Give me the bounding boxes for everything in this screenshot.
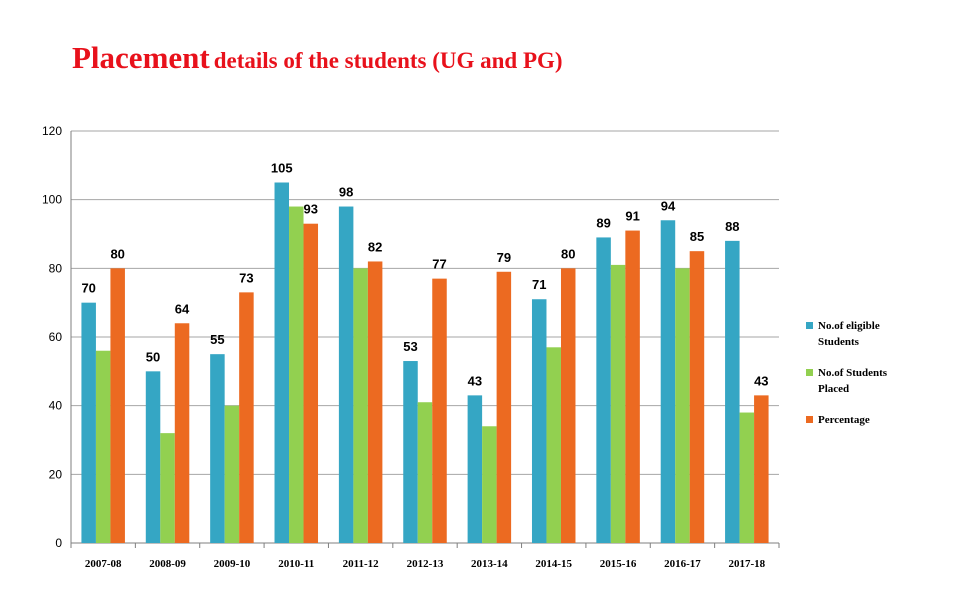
bar-percentage xyxy=(367,261,383,543)
legend-swatch-placed xyxy=(806,369,813,376)
x-tick-label: 2007-08 xyxy=(85,558,122,570)
bar-eligible xyxy=(725,240,740,543)
data-label-eligible: 105 xyxy=(271,161,293,176)
data-label-percentage: 85 xyxy=(690,229,704,244)
x-tick-label: 2013-14 xyxy=(471,558,508,570)
data-label-eligible: 55 xyxy=(210,332,224,347)
bar-placed xyxy=(289,206,304,544)
data-label-percentage: 91 xyxy=(625,209,639,224)
x-tick-label: 2017-18 xyxy=(728,558,765,570)
bar-eligible xyxy=(660,220,676,543)
bar-placed xyxy=(675,268,690,543)
bar-percentage xyxy=(432,278,447,543)
y-tick-label: 100 xyxy=(42,193,62,207)
y-tick-label: 60 xyxy=(49,330,63,344)
x-tick-label: 2011-12 xyxy=(343,558,380,570)
legend-label-percentage: Percentage xyxy=(818,414,870,426)
data-label-percentage: 73 xyxy=(239,270,253,285)
data-label-eligible: 98 xyxy=(339,185,353,200)
bar-percentage xyxy=(560,268,576,543)
bar-eligible xyxy=(531,299,547,543)
data-label-percentage: 80 xyxy=(561,246,575,261)
x-tick-label: 2016-17 xyxy=(664,558,701,570)
legend-item-eligible: No.of eligible Students xyxy=(806,318,916,350)
x-tick-label: 2012-13 xyxy=(407,558,444,570)
bar-eligible xyxy=(467,395,483,543)
bar-eligible xyxy=(210,354,225,543)
data-label-percentage: 93 xyxy=(304,202,318,217)
title-emphasis: Placement xyxy=(72,40,210,75)
data-label-eligible: 71 xyxy=(532,277,546,292)
data-label-eligible: 89 xyxy=(596,215,610,230)
data-label-eligible: 50 xyxy=(146,349,160,364)
bar-percentage xyxy=(496,271,512,543)
bar-placed xyxy=(417,402,433,543)
bar-eligible xyxy=(403,361,418,543)
bar-placed xyxy=(482,426,497,543)
bar-eligible xyxy=(145,371,161,543)
x-tick-label: 2014-15 xyxy=(535,558,572,570)
data-label-percentage: 64 xyxy=(175,301,190,316)
x-tick-label: 2008-09 xyxy=(149,558,186,570)
data-label-percentage: 82 xyxy=(368,239,382,254)
data-label-eligible: 70 xyxy=(81,281,95,296)
y-tick-label: 40 xyxy=(49,399,63,413)
legend-item-placed: No.of Students Placed xyxy=(806,365,916,397)
chart-title: Placement details of the students (UG an… xyxy=(72,40,563,76)
x-tick-label: 2010-11 xyxy=(278,558,314,570)
bar-eligible xyxy=(81,302,96,543)
bar-percentage xyxy=(689,251,705,543)
bar-percentage xyxy=(239,292,254,543)
bar-placed xyxy=(353,268,368,543)
legend-swatch-percentage xyxy=(806,416,813,423)
data-label-percentage: 77 xyxy=(432,257,446,272)
data-label-eligible: 43 xyxy=(468,373,482,388)
bar-placed xyxy=(546,347,561,543)
legend: No.of eligible Students No.of Students P… xyxy=(806,318,916,443)
data-label-eligible: 88 xyxy=(725,219,739,234)
y-tick-label: 120 xyxy=(42,124,62,138)
bar-percentage xyxy=(754,395,769,543)
bar-eligible xyxy=(274,182,290,543)
y-tick-label: 20 xyxy=(49,467,63,481)
bar-eligible xyxy=(338,206,354,544)
legend-label-placed: No.of Students Placed xyxy=(818,367,888,395)
data-label-percentage: 43 xyxy=(754,373,768,388)
bar-percentage xyxy=(174,323,190,543)
data-label-eligible: 94 xyxy=(661,198,676,213)
bar-placed xyxy=(224,405,240,543)
data-label-eligible: 53 xyxy=(403,339,417,354)
bar-percentage xyxy=(303,223,319,543)
bar-placed xyxy=(610,264,626,543)
y-tick-label: 0 xyxy=(55,536,62,550)
bar-placed xyxy=(739,412,755,543)
data-label-percentage: 80 xyxy=(110,246,124,261)
legend-swatch-eligible xyxy=(806,322,813,329)
title-rest: details of the students (UG and PG) xyxy=(213,48,563,73)
data-label-percentage: 79 xyxy=(497,250,511,265)
bar-eligible xyxy=(596,237,611,543)
y-tick-label: 80 xyxy=(49,261,63,275)
legend-label-eligible: No.of eligible Students xyxy=(818,320,880,348)
bar-percentage xyxy=(110,268,125,543)
bar-placed xyxy=(95,350,111,543)
bar-percentage xyxy=(625,230,640,544)
legend-item-percentage: Percentage xyxy=(806,412,916,428)
x-tick-label: 2009-10 xyxy=(214,558,251,570)
x-tick-label: 2015-16 xyxy=(600,558,637,570)
bar-placed xyxy=(160,433,175,543)
